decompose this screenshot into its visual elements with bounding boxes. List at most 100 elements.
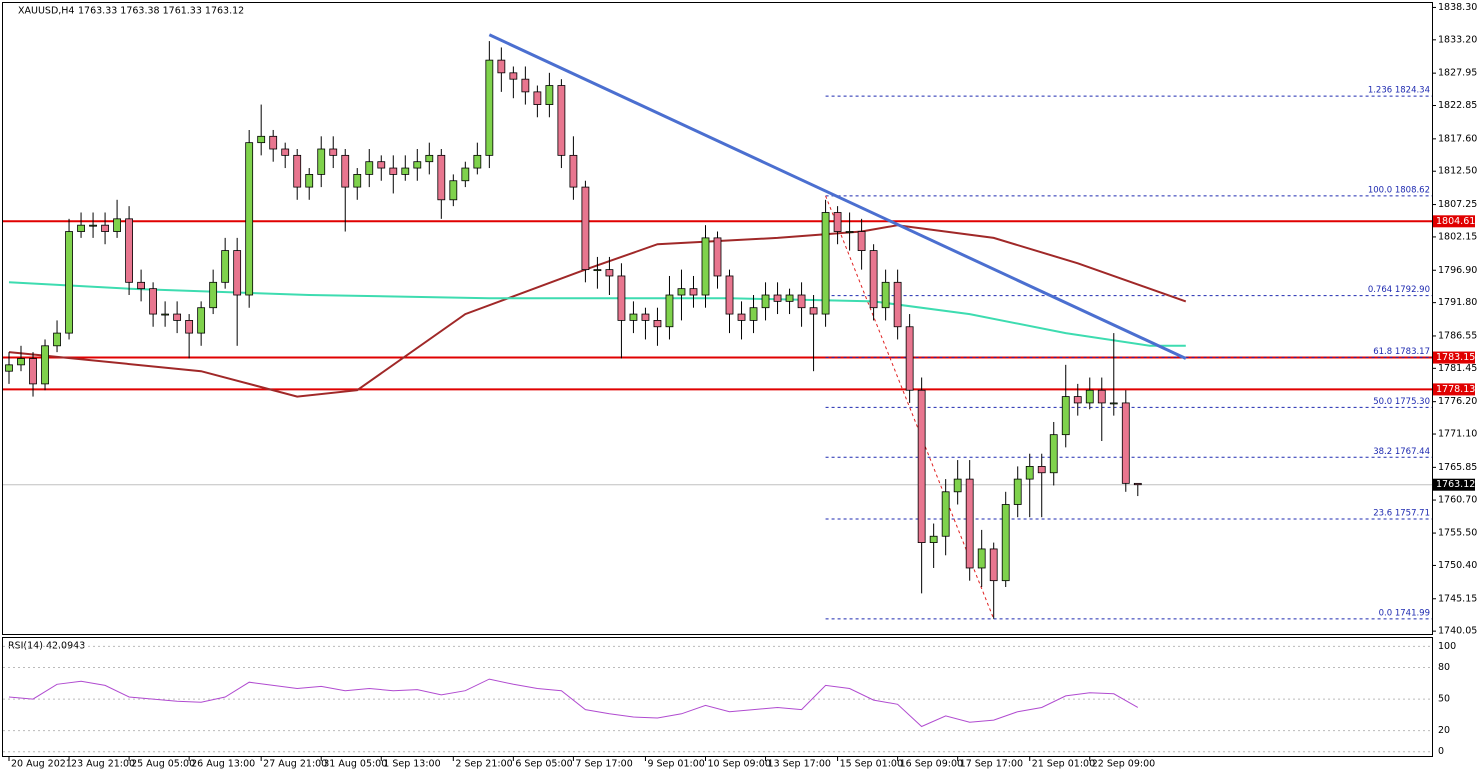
y-tick-label: 1760.70 [1438,495,1477,506]
candle-body [1121,402,1130,484]
x-tick-label: 2 Sep 21:00 [455,759,512,770]
x-tick-label: 27 Aug 21:00 [263,759,327,770]
candle-body [869,250,878,309]
x-tick-label: 7 Sep 17:00 [575,759,632,770]
candle-body [809,307,818,315]
candle-body [749,307,758,321]
candle-body [77,224,85,232]
candle-body [677,288,686,296]
y-tick-label: 1786.55 [1438,330,1477,341]
x-tick-label: 9 Sep 01:00 [647,759,704,770]
x-tick-label: 13 Sep 17:00 [768,759,831,770]
x-tick-label: 1 Sep 13:00 [383,759,440,770]
candle-body [845,231,854,233]
candle-body [305,173,314,188]
candle-body [965,478,974,569]
candle-body [605,269,614,277]
y-tick-label: 1755.50 [1438,528,1477,539]
candle-body [641,313,650,321]
y-tick-label: 1776.20 [1438,396,1477,407]
candle-body [509,72,518,80]
candle-body [893,281,902,328]
candle-body [557,85,566,156]
candle-body [713,237,722,277]
level-tag-label: 1804.61 [1436,216,1475,227]
candle-body [569,154,578,188]
candle-body [329,148,338,156]
candle-body [881,281,890,309]
level-tag-label: 1783.15 [1436,352,1475,363]
candle-body [737,313,746,321]
candle-body [593,269,602,272]
candle-body [665,294,674,328]
y-tick-label: 1745.15 [1438,593,1477,604]
candle-body [425,154,434,163]
fib-diagonal [825,195,995,620]
rsi-tick-label: 80 [1438,662,1450,673]
y-tick-label: 1817.60 [1438,133,1477,144]
candle-body [113,218,121,232]
candle-body [173,313,182,321]
y-tick-label: 1781.45 [1438,363,1477,374]
candle-body [473,154,482,169]
symbol-title: XAUUSD,H4 [18,6,74,17]
fib-level-label: 38.2 1767.44 [1373,447,1430,457]
candle-body [449,180,458,201]
candle-body [725,275,734,315]
rsi-tick-label: 50 [1438,694,1450,705]
candle-body [485,59,494,156]
candle-body [29,358,37,385]
candle-body [245,142,254,296]
candle-body [689,288,698,296]
y-tick-label: 1827.95 [1438,68,1477,79]
y-tick-label: 1802.15 [1438,231,1477,242]
y-tick-label: 1740.05 [1438,626,1477,637]
x-tick-label: 31 Aug 05:00 [323,759,387,770]
y-tick-label: 1807.25 [1438,199,1477,210]
candle-body [941,491,950,537]
y-tick-label: 1750.40 [1438,560,1477,571]
candle-body [197,307,206,334]
candle-body [1001,504,1010,582]
rsi-panel [2,637,1433,757]
trendline [488,33,1187,360]
candle-body [65,231,73,334]
candle-body [317,148,326,175]
last-price-label: 1763.12 [1436,479,1475,490]
candle-body [125,218,133,283]
candle-body [53,332,61,347]
fib-level-label: 61.8 1783.17 [1373,347,1430,357]
candle-body [1025,466,1034,480]
x-tick-label: 20 Aug 2021 [11,759,72,770]
fib-level-label: 100.0 1808.62 [1368,185,1430,195]
candle-body [101,224,109,232]
rsi-tick-label: 0 [1438,746,1444,757]
rsi-tick-label: 20 [1438,725,1450,736]
candle-body [461,167,470,182]
level-tag-label: 1778.13 [1436,384,1475,395]
candle-body [761,294,770,309]
candle-body [1109,402,1118,405]
candle-body [17,358,25,366]
candle-body [377,161,386,169]
candle-body [257,135,266,144]
candle-body [5,364,13,372]
candle-body [653,320,662,328]
x-tick-label: 16 Sep 09:00 [900,759,963,770]
x-tick-label: 23 Aug 21:00 [71,759,135,770]
fib-level-label: 23.6 1757.71 [1373,509,1430,519]
candle-body [581,186,590,271]
candle-body [1049,434,1058,474]
level-tag [1433,215,1475,228]
y-tick-label: 1833.20 [1438,34,1477,45]
candle-body [185,320,194,334]
candle-body [917,389,926,543]
price-panel [2,2,1433,635]
candle-body [401,167,410,175]
candle-body [1061,396,1070,436]
candle-body [497,59,506,74]
y-tick-label: 1791.80 [1438,297,1477,308]
rsi-title: RSI(14) 42.0943 [8,641,85,652]
candle-body [1037,466,1046,474]
